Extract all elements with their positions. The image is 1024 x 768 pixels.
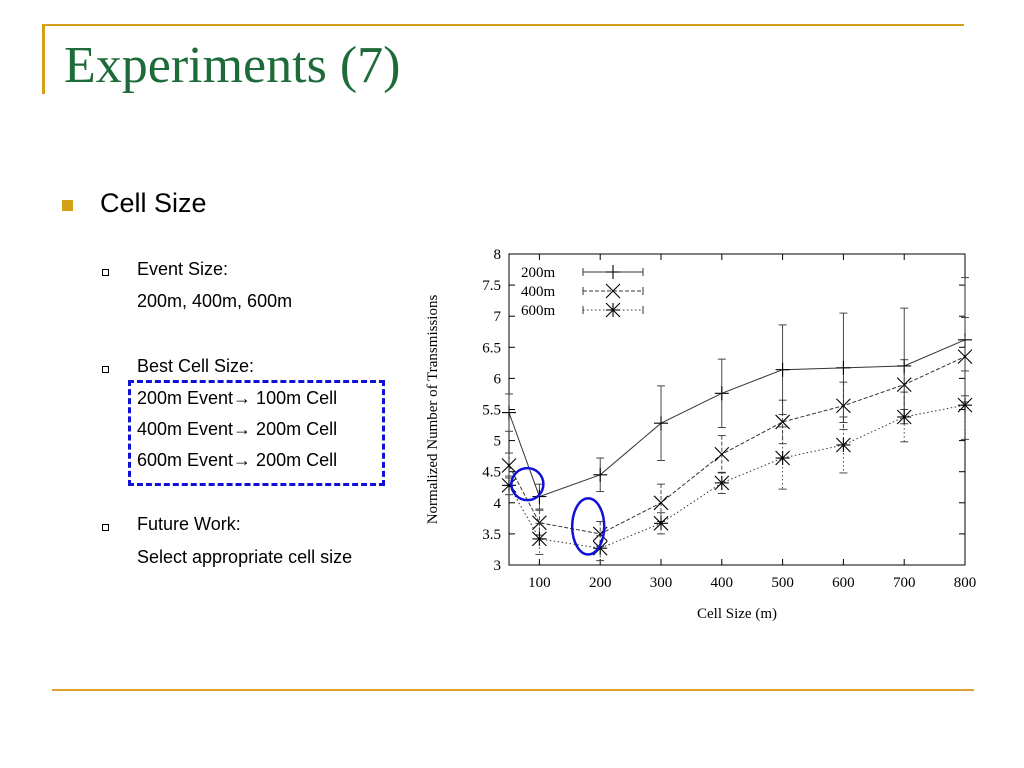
x-tick-label: 600 [832,575,855,591]
data-point-400m [775,414,790,430]
highlight-dashed-box [128,380,385,486]
data-point-400m [714,446,730,462]
y-tick-label: 3.5 [482,527,501,543]
plot-frame [508,253,966,566]
data-point-200m [532,489,547,504]
bullet-square-icon [62,200,73,211]
data-point-400m [532,515,547,531]
x-tick-label: 200 [589,575,612,591]
best-cell-line-200m: 200m Event→ 100m Cell [137,388,338,408]
data-point-400m [653,495,669,511]
data-point-200m [836,360,851,375]
marker-d2 [501,477,517,493]
marker-d2 [896,377,912,393]
data-point-200m [775,362,790,377]
marker-d2 [605,302,621,318]
marker-d2 [653,515,669,531]
highlight-ellipse [570,497,606,556]
x-tick-label: 800 [954,575,977,591]
y-tick-label: 6.5 [482,340,501,356]
series-600m [501,370,973,562]
highlight-ellipse [510,466,545,502]
marker-d2 [653,495,669,511]
y-tick-label: 7.5 [482,278,501,294]
series-line-200m [508,339,966,498]
data-point-600m [532,531,547,547]
marker-d2 [605,283,621,299]
legend-label-400m: 400m [521,284,556,300]
y-tick-label: 4 [494,496,502,512]
y-axis-label: Normalized Number of Transmissions [425,295,441,525]
data-point-200m [654,416,668,431]
sub-bullet-icon [102,366,109,373]
data-point-200m [714,386,729,401]
marker-d2 [532,531,547,547]
event-size-values: 200m, 400m, 600m [137,291,293,311]
data-point-600m [957,397,973,413]
best-cell-size-heading: Best Cell Size: [137,356,255,376]
series-200m [502,277,972,510]
slide-title: Experiments (7) [64,37,401,94]
marker-d2 [836,398,851,414]
best-cell-line-400m: 400m Event→ 200m Cell [137,419,338,439]
marker-d2 [896,409,912,425]
data-point-400m [501,458,517,473]
y-tick-label: 5 [494,434,502,450]
marker-d2 [714,475,730,491]
legend-label-600m: 600m [521,303,556,319]
sub-bullet-icon [102,524,109,531]
marker-d2 [957,397,973,413]
data-point-600m [714,475,730,491]
legend-marker-200m [606,265,620,279]
future-work-text: Select appropriate cell size [137,547,353,567]
x-tick-label: 100 [528,575,551,591]
event-size-heading: Event Size: [137,259,229,279]
data-point-400m [836,398,851,414]
best-cell-line-600m: 600m Event→ 200m Cell [137,450,338,470]
legend: 200m 400m 600m [521,265,644,319]
legend-marker-400m [605,283,621,299]
data-point-200m [593,467,608,482]
frame-left-accent [42,24,45,94]
marker-d2 [714,446,730,462]
y-tick-label: 4.5 [482,465,501,481]
series-line-600m [508,404,966,549]
y-tick-label: 8 [494,247,502,263]
marker-d2 [775,450,790,466]
frame-top-rule [42,24,964,26]
marker-d2 [836,437,851,453]
data-point-400m [896,377,912,393]
bullet-cell-size: Cell Size [100,188,207,218]
data-point-400m [957,349,973,365]
legend-label-200m: 200m [521,265,556,281]
marker-d2 [501,458,517,473]
x-tick-label: 700 [893,575,916,591]
y-tick-label: 6 [494,371,502,387]
y-tick-label: 7 [494,309,502,325]
legend-marker-600m [605,302,621,318]
data-point-600m [501,477,517,493]
data-point-600m [896,409,912,425]
series-400m [501,316,973,547]
marker-d2 [532,515,547,531]
x-tick-label: 400 [711,575,734,591]
x-tick-label: 500 [771,575,794,591]
transmissions-chart: 3 3.5 4 4.5 5 5.5 6 6.5 7 7.5 8 100 200 300 400 500 600 7… [425,247,977,622]
frame-bottom-rule [52,689,974,691]
data-point-600m [653,515,669,531]
sub-bullet-icon [102,269,109,276]
x-tick-label: 300 [650,575,673,591]
data-point-600m [775,450,790,466]
data-point-200m [502,405,516,420]
future-work-heading: Future Work: [137,514,241,534]
y-tick-label: 3 [494,558,502,574]
y-tick-label: 5.5 [482,403,501,419]
data-point-600m [836,437,851,453]
marker-d2 [957,349,973,365]
x-axis-label: Cell Size (m) [697,606,777,622]
marker-d2 [775,414,790,430]
